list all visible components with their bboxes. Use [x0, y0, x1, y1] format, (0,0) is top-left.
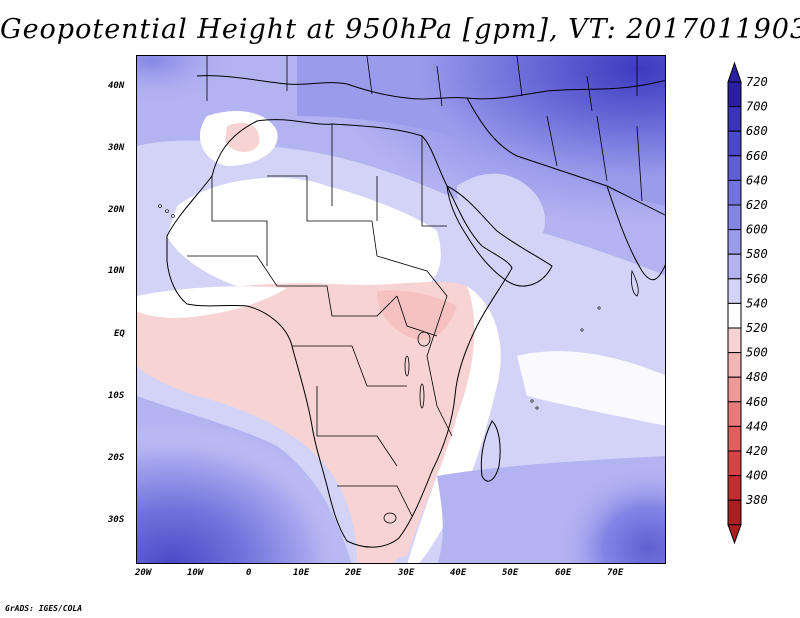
map-title: Geopotential Height at 950hPa [gpm], VT:…: [0, 14, 800, 45]
colorbar-swatch: [727, 229, 742, 255]
colorbar-swatch: [727, 425, 742, 452]
lat-label-10s: 10S: [108, 391, 125, 401]
lon-label-0: 0: [246, 568, 252, 578]
colorbar-swatch: [727, 130, 742, 157]
colorbar-top-arrow: [727, 61, 742, 83]
colorbar-label: 600: [746, 223, 768, 237]
lat-label-30n: 30N: [108, 143, 125, 153]
grads-credit: GrADS: IGES/COLA: [5, 604, 83, 613]
lon-label-70e: 70E: [607, 568, 624, 578]
colorbar-bottom-arrow: [727, 524, 742, 545]
colorbar-swatch: [727, 253, 742, 280]
lon-label-60e: 60E: [555, 568, 572, 578]
colorbar-label: 440: [746, 419, 768, 433]
colorbar-swatch: [727, 401, 742, 427]
colorbar-label: 680: [746, 124, 768, 138]
colorbar-swatch: [727, 155, 742, 181]
colorbar-label: 640: [746, 173, 768, 187]
colorbar-label: 380: [745, 493, 768, 507]
colorbar-label: 560: [746, 272, 768, 286]
lon-label-50e: 50E: [502, 568, 519, 578]
lon-label-40e: 40E: [450, 568, 467, 578]
lat-label-10n: 10N: [108, 266, 125, 276]
lon-label-10e: 10E: [293, 568, 310, 578]
map-panel: [136, 55, 666, 564]
colorbar-swatch: [727, 81, 742, 108]
colorbar-label: 620: [746, 198, 768, 212]
lon-label-20e: 20E: [345, 568, 362, 578]
colorbar-swatch: [727, 302, 742, 329]
colorbar-swatch: [727, 352, 742, 378]
colorbar-swatch: [727, 204, 742, 231]
colorbar-swatch: [727, 106, 742, 132]
colorbar-label: 400: [746, 469, 768, 483]
colorbar-label: 720: [746, 75, 768, 89]
geopotential-map: [137, 56, 665, 563]
colorbar-label: 500: [746, 346, 768, 360]
lat-label-30s: 30S: [108, 515, 125, 525]
lat-label-20s: 20S: [108, 453, 125, 463]
lon-label-20w: 20W: [135, 568, 152, 578]
colorbar-label: 580: [746, 247, 768, 261]
colorbar-swatch: [727, 327, 742, 354]
colorbar-label: 540: [746, 296, 768, 310]
lon-label-10w: 10W: [187, 568, 204, 578]
colorbar-swatch: [727, 179, 742, 206]
colorbar-label: 660: [746, 149, 768, 163]
colorbar-label: 460: [746, 395, 768, 409]
colorbar: 720 700 680 660 640 620 600 580 560 540 520 500 480 4…: [722, 60, 800, 560]
colorbar-label: 480: [746, 370, 768, 384]
colorbar-label: 520: [746, 321, 768, 335]
colorbar-swatch: [727, 376, 742, 403]
lat-label-eq: EQ: [114, 329, 125, 339]
colorbar-swatch: [727, 278, 742, 304]
lon-label-30e: 30E: [398, 568, 415, 578]
colorbar-svg: 720 700 680 660 640 620 600 580 560 540 520 500 480 4…: [727, 61, 768, 545]
colorbar-label: 420: [746, 444, 768, 458]
colorbar-swatch: [727, 499, 742, 526]
colorbar-swatch: [727, 450, 742, 477]
colorbar-swatch: [727, 475, 742, 501]
lat-label-20n: 20N: [108, 205, 125, 215]
colorbar-label: 700: [746, 100, 768, 114]
lat-label-40n: 40N: [108, 81, 125, 91]
